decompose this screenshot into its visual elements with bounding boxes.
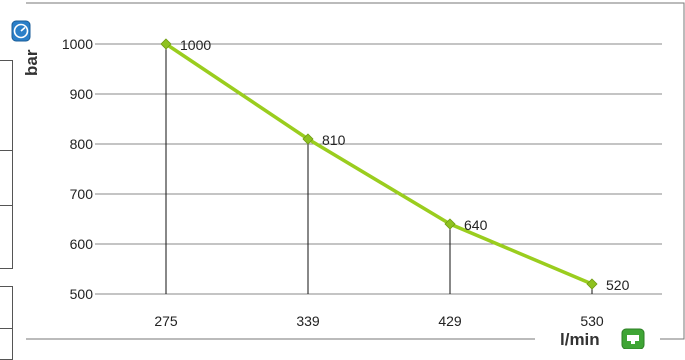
data-markers xyxy=(160,38,598,290)
y-axis-label: bar xyxy=(22,49,41,76)
series-line xyxy=(164,42,594,286)
x-tick-label: 339 xyxy=(296,313,320,329)
x-tick-labels: 275 339 429 530 xyxy=(154,313,604,329)
data-point-marker xyxy=(302,133,314,145)
chart-frame xyxy=(26,2,685,340)
data-label: 520 xyxy=(606,277,630,293)
y-tick-label: 1000 xyxy=(62,36,93,52)
data-point-marker xyxy=(160,38,172,50)
data-label: 810 xyxy=(322,132,346,148)
data-label: 1000 xyxy=(180,37,211,53)
gridlines xyxy=(95,43,662,295)
x-tick-label: 530 xyxy=(580,313,604,329)
flow-pump-icon xyxy=(621,328,645,349)
pressure-flow-chart: 500 600 700 800 900 1000 275 339 429 530 1000 810… xyxy=(11,2,685,349)
y-tick-label: 900 xyxy=(70,86,94,102)
x-axis-label: l/min xyxy=(560,330,600,349)
data-point-marker xyxy=(444,218,456,230)
adjacent-panel-fragment xyxy=(0,205,13,269)
y-tick-labels: 500 600 700 800 900 1000 xyxy=(62,36,93,302)
y-tick-label: 600 xyxy=(70,236,94,252)
pressure-gauge-icon xyxy=(11,20,31,42)
x-tick-label: 275 xyxy=(154,313,178,329)
y-tick-label: 500 xyxy=(70,286,94,302)
x-tick-label: 429 xyxy=(438,313,462,329)
data-labels: 1000 810 640 520 xyxy=(180,37,630,293)
data-point-marker xyxy=(586,278,598,290)
data-label: 640 xyxy=(464,217,488,233)
y-tick-label: 800 xyxy=(70,136,94,152)
y-tick-label: 700 xyxy=(70,186,94,202)
